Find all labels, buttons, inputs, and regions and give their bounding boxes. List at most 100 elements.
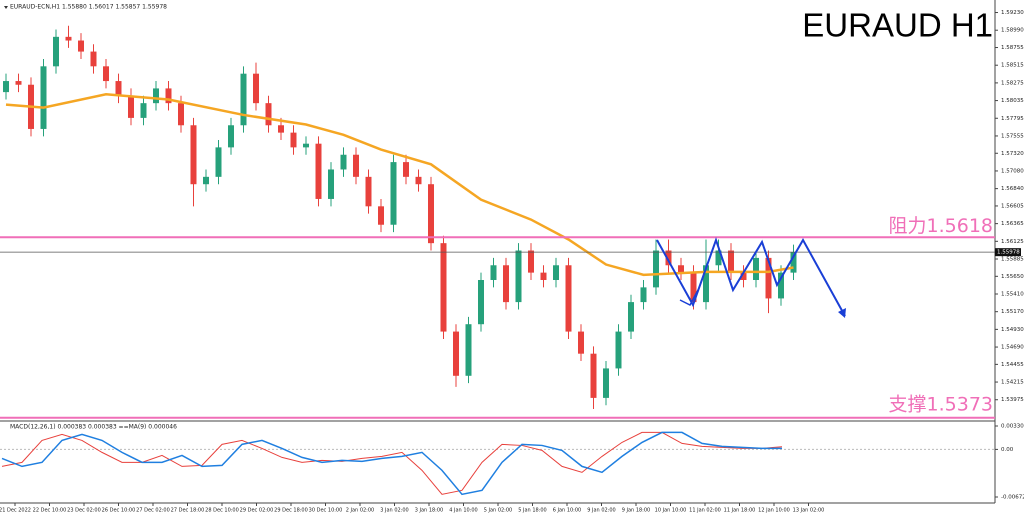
candle-body <box>390 162 397 225</box>
macd-header: MACD(12,26,1) 0.000383 0.000383 ==MA(9) … <box>10 424 177 431</box>
candle-body <box>715 250 722 266</box>
arrow-head <box>838 308 846 318</box>
candle-body <box>378 206 384 225</box>
y-tick-label: 1.53975 <box>1001 397 1024 403</box>
candle-body <box>590 353 597 398</box>
candle-body <box>415 176 422 185</box>
candle-body <box>328 169 334 199</box>
chart-title: EURAUD H1 <box>802 7 993 44</box>
y-tick-label: 1.56840 <box>1001 186 1024 192</box>
candle-body <box>528 250 534 273</box>
macd-line <box>1 431 783 495</box>
candle-body <box>653 250 659 288</box>
candle-body <box>740 272 747 280</box>
y-tick-label: 1.55170 <box>1001 309 1024 315</box>
x-tick-label: 13 Jan 02:00 <box>793 508 825 514</box>
x-tick-label: 21 Dec 2022 <box>0 508 31 514</box>
x-tick-label: 11 Jan 18:00 <box>724 508 756 514</box>
candle-body <box>678 265 684 273</box>
candle-body <box>15 81 22 85</box>
moving-average <box>5 93 794 277</box>
candle-body <box>90 51 97 67</box>
candle-body <box>290 132 297 148</box>
x-tick-label: 28 Dec 10:00 <box>205 508 239 514</box>
resistance-label: 阻力1.5618 <box>889 215 993 237</box>
x-tick-label: 29 Dec 18:00 <box>274 508 308 514</box>
y-tick-label: 1.58515 <box>1001 63 1024 69</box>
candle-body <box>603 368 609 398</box>
candle-body <box>165 88 172 104</box>
candle-body <box>703 265 709 303</box>
candle-body <box>478 280 484 325</box>
candle-body <box>128 95 134 118</box>
y-tick-label: 1.58275 <box>1001 80 1024 86</box>
x-tick-label: 23 Dec 02:00 <box>67 508 101 514</box>
candle-body <box>353 154 359 177</box>
current-price-box <box>995 248 1021 257</box>
candle-body <box>240 73 247 126</box>
candle-body <box>690 272 697 303</box>
y-tick-label: 1.55885 <box>1001 257 1024 263</box>
x-tick-label: 27 Dec 02:00 <box>136 508 170 514</box>
x-tick-label: 27 Dec 18:00 <box>171 508 205 514</box>
pattern-line <box>679 289 699 306</box>
x-tick-label: 6 Jan 10:00 <box>553 508 581 514</box>
y-tick-label: 1.55410 <box>1001 292 1024 298</box>
candle-body <box>440 243 447 332</box>
x-tick-label: 10 Jan 10:00 <box>655 508 687 514</box>
x-tick-label: 3 Jan 02:00 <box>380 508 408 514</box>
menu-icon <box>4 6 8 9</box>
x-tick-label: 2 Jan 02:00 <box>346 508 374 514</box>
candle-body <box>203 176 209 185</box>
candle-body <box>553 265 559 280</box>
candle-body <box>115 81 122 96</box>
macd-tick-label: 0.003304 <box>1001 424 1024 430</box>
y-tick-label: 1.58990 <box>1001 28 1024 34</box>
y-tick-label: 1.58035 <box>1001 98 1024 104</box>
x-tick-label: 30 Dec 10:00 <box>309 508 343 514</box>
x-tick-label: 5 Jan 02:00 <box>484 508 512 514</box>
candle-body <box>215 147 222 177</box>
candle-body <box>615 331 622 369</box>
candle-body <box>628 302 634 332</box>
y-tick-label: 1.57320 <box>1001 151 1024 157</box>
candle-body <box>565 265 572 332</box>
y-tick-label: 1.55650 <box>1001 274 1024 280</box>
candle-body <box>465 324 472 376</box>
y-tick-label: 1.54215 <box>1001 380 1024 386</box>
candle-body <box>728 250 734 273</box>
candle-body <box>403 162 409 177</box>
candle-body <box>540 272 547 280</box>
candle-body <box>228 125 234 148</box>
y-tick-label: 1.56125 <box>1001 239 1024 245</box>
candle-body <box>265 103 272 126</box>
candle-body <box>65 36 72 41</box>
candle-body <box>753 257 759 280</box>
candle-body <box>503 265 509 303</box>
candle-body <box>428 184 434 244</box>
candle-body <box>78 40 84 52</box>
candle-body <box>53 36 59 67</box>
pattern-line <box>656 236 846 317</box>
candle-body <box>490 265 497 280</box>
candle-body <box>278 125 284 133</box>
candle-body <box>515 250 522 303</box>
candle-body <box>190 125 197 185</box>
candle-body <box>340 154 347 170</box>
x-tick-label: 29 Dec 02:00 <box>240 508 274 514</box>
current-price-label: 1.55978 <box>997 250 1020 256</box>
candle-body <box>665 250 672 266</box>
x-tick-label: 11 Jan 02:00 <box>689 508 721 514</box>
y-tick-label: 1.54930 <box>1001 327 1024 333</box>
x-tick-label: 9 Jan 18:00 <box>622 508 650 514</box>
macd-line <box>1 431 782 496</box>
candle-body <box>315 143 322 199</box>
support-label: 支撑1.5373 <box>889 393 993 415</box>
x-tick-label: 22 Dec 10:00 <box>33 508 67 514</box>
y-tick-label: 1.56605 <box>1001 203 1024 209</box>
y-tick-label: 1.54690 <box>1001 345 1024 351</box>
candle-body <box>253 73 259 104</box>
